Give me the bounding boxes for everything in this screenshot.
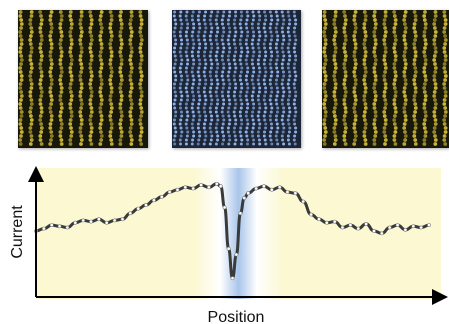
left-stripe-pattern [18, 10, 148, 148]
data-point [89, 219, 93, 224]
data-point [151, 198, 156, 203]
data-point [183, 185, 188, 190]
data-point [65, 225, 70, 230]
data-point [395, 223, 400, 228]
data-point [230, 276, 235, 281]
series-layer [34, 181, 431, 281]
data-point [175, 187, 180, 192]
center-stripe-image [172, 10, 301, 148]
data-point [269, 187, 274, 192]
data-point [364, 222, 369, 226]
data-point [97, 217, 101, 222]
data-point [340, 225, 345, 230]
left-stripe-image [18, 10, 148, 148]
data-point [159, 194, 164, 199]
data-point [411, 224, 416, 229]
data-point [206, 185, 211, 190]
data-point [144, 203, 148, 207]
data-point [317, 217, 321, 222]
data-point [403, 227, 408, 232]
data-point [293, 191, 298, 196]
data-point [199, 183, 204, 187]
x-axis-label: Position [208, 309, 265, 324]
data-point [285, 190, 290, 195]
data-point [242, 196, 247, 200]
current-position-chart: Position Current [9, 166, 448, 324]
data-point [57, 224, 62, 229]
data-point [379, 231, 384, 236]
data-point [191, 186, 196, 191]
data-point [387, 225, 392, 230]
data-point [427, 223, 431, 228]
data-point [234, 252, 239, 257]
data-point [372, 229, 376, 233]
stripe-dots [18, 10, 144, 146]
data-point [104, 220, 109, 225]
data-point [356, 226, 361, 231]
data-point [222, 205, 227, 210]
data-point [254, 186, 259, 191]
data-point [324, 220, 329, 225]
data-point [419, 225, 424, 230]
data-point [73, 220, 78, 225]
data-point [42, 226, 46, 231]
right-stripe-pattern [322, 10, 449, 148]
stripe-dots [172, 10, 298, 146]
data-point [238, 211, 243, 216]
data-point [214, 181, 219, 186]
data-point [218, 184, 223, 189]
y-axis-label: Current [9, 205, 26, 259]
right-stripe-image [322, 10, 449, 148]
data-point [167, 190, 172, 195]
data-point [120, 217, 125, 222]
data-point [261, 184, 266, 189]
data-point [136, 206, 141, 211]
stripe-dots [322, 10, 448, 146]
data-point [112, 218, 117, 223]
data-point [128, 211, 133, 216]
center-stripe-pattern [172, 10, 301, 148]
data-point [309, 212, 314, 217]
data-point [332, 219, 337, 224]
data-point [301, 199, 306, 204]
data-point [246, 191, 251, 196]
data-point [348, 223, 353, 228]
data-point [49, 223, 54, 228]
data-point [277, 185, 282, 190]
data-point [81, 218, 86, 223]
data-point [226, 246, 231, 251]
